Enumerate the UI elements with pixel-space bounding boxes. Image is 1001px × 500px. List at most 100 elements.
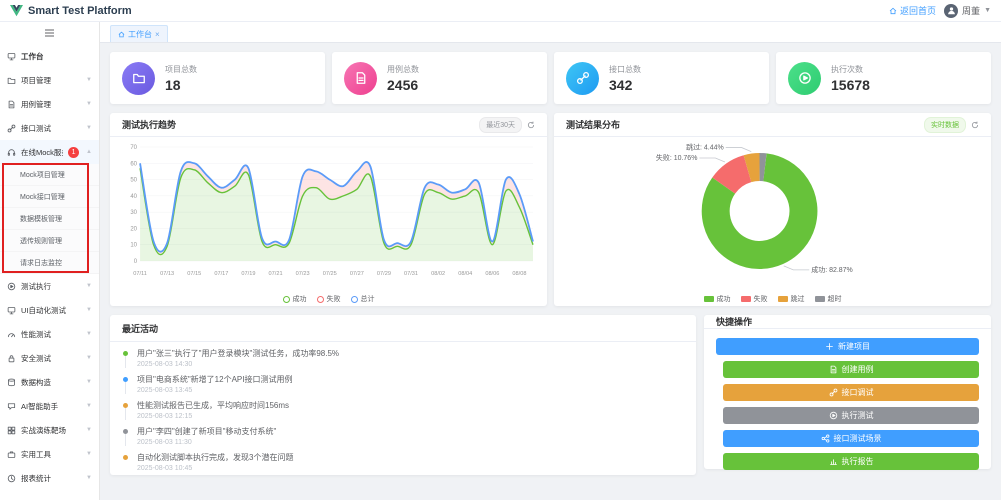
quick-action-label: 接口调试	[841, 388, 874, 397]
chevron-down-icon: ▼	[86, 101, 92, 107]
play-icon	[798, 71, 812, 85]
sidebar-item-4[interactable]: 在线Mock服务 1 ▲	[0, 140, 99, 164]
svg-text:40: 40	[130, 194, 137, 200]
sidebar-item-12[interactable]: 实用工具 ▼	[0, 442, 99, 466]
legend-item[interactable]: 失败	[316, 294, 341, 304]
legend-item[interactable]: 跳过	[777, 294, 805, 304]
stat-card-0: 项目总数 18	[110, 52, 325, 104]
app-logo: Smart Test Platform	[10, 4, 132, 17]
legend-swatch-icon	[777, 296, 788, 302]
sidebar-item-8[interactable]: 安全测试 ▼	[0, 346, 99, 370]
sidebar-item-5[interactable]: 测试执行 ▼	[0, 274, 99, 298]
activity-timeline	[122, 401, 129, 420]
sidebar-subitem-0[interactable]: Mock项目管理	[0, 164, 99, 186]
legend-item[interactable]: 失败	[740, 294, 768, 304]
user-menu[interactable]: 周董 ▼	[944, 3, 991, 18]
legend-item[interactable]: 成功	[703, 294, 731, 304]
toolbox-icon	[7, 450, 16, 459]
activity-time: 2025-08-03 13:45	[137, 387, 193, 394]
legend-label: 失败	[753, 296, 768, 303]
sidebar-item-11[interactable]: 实战演练靶场 ▼	[0, 418, 99, 442]
tab-close-icon[interactable]: ×	[155, 29, 160, 39]
chevron-down-icon: ▼	[86, 331, 92, 337]
quick-action-2[interactable]: 接口调试	[723, 384, 979, 401]
headset-icon	[7, 148, 16, 157]
realtime-tag[interactable]: 实时数据	[924, 116, 966, 133]
quick-action-3[interactable]: 执行测试	[723, 407, 979, 424]
gauge-icon	[7, 330, 16, 339]
trend-chart: 0 10 20 30 40 50 60 70 07/11 07/13 07/15 07/17 07/19…	[110, 137, 547, 306]
activity-item-3: 用户"李四"创建了新项目"移动支付系统" 2025-08-03 11:30	[122, 427, 684, 453]
vue-logo-icon	[10, 4, 23, 17]
svg-text:失败: 10.76%: 失败: 10.76%	[656, 153, 697, 162]
sidebar-item-label: 实战演练靶场	[21, 425, 66, 435]
sidebar-item-13[interactable]: 报表统计 ▼	[0, 466, 99, 490]
sidebar-subitem-4[interactable]: 请求日志监控	[0, 252, 99, 274]
legend-item[interactable]: 总计	[350, 294, 375, 304]
legend-item[interactable]: 超时	[814, 294, 842, 304]
stat-icon-circle	[344, 61, 377, 95]
sidebar-subitem-2[interactable]: 数据模板管理	[0, 208, 99, 230]
refresh-icon[interactable]	[527, 116, 535, 134]
legend-marker-icon	[316, 295, 324, 303]
quick-action-0[interactable]: 新建项目	[716, 338, 979, 355]
activity-text: 项目"电商系统"新增了12个API接口测试用例	[137, 375, 293, 384]
legend-label: 超时	[827, 296, 842, 303]
back-home-link[interactable]: 返回首页	[889, 4, 936, 17]
legend-item[interactable]: 成功	[282, 294, 307, 304]
distribution-chart-title: 测试结果分布	[566, 120, 621, 130]
quick-action-5[interactable]: 执行报告	[723, 453, 979, 470]
sidebar-item-label: 安全测试	[21, 353, 51, 363]
svg-text:07/13: 07/13	[160, 271, 174, 277]
sidebar-subitem-1[interactable]: Mock接口管理	[0, 186, 99, 208]
sidebar-subitem-3[interactable]: 透传规则管理	[0, 230, 99, 252]
legend-label: 跳过	[790, 296, 805, 303]
app-header: Smart Test Platform 返回首页 周董 ▼	[0, 0, 1001, 22]
link-icon	[829, 388, 838, 397]
sidebar-collapse-button[interactable]	[0, 22, 99, 44]
quick-actions-title: 快捷操作	[716, 317, 753, 327]
legend-marker-icon	[350, 295, 358, 303]
quick-action-4[interactable]: 接口测试场景	[723, 430, 979, 447]
refresh-icon[interactable]	[971, 116, 979, 134]
stat-label: 执行次数	[831, 64, 863, 74]
sidebar-item-7[interactable]: 性能测试 ▼	[0, 322, 99, 346]
activity-item-1: 项目"电商系统"新增了12个API接口测试用例 2025-08-03 13:45	[122, 375, 684, 401]
svg-text:08/08: 08/08	[512, 271, 526, 277]
sidebar-item-6[interactable]: UI自动化测试 ▼	[0, 298, 99, 322]
sidebar-item-2[interactable]: 用例管理 ▼	[0, 92, 99, 116]
stat-label: 用例总数	[387, 64, 419, 74]
legend-label: 成功	[292, 296, 307, 303]
sidebar-item-label: 项目管理	[21, 75, 51, 85]
sidebar-item-10[interactable]: AI智能助手 ▼	[0, 394, 99, 418]
stat-value: 2456	[387, 76, 419, 93]
stat-label: 接口总数	[609, 64, 641, 74]
sidebar-item-3[interactable]: 接口测试 ▼	[0, 116, 99, 140]
play-icon	[829, 411, 838, 420]
stat-card-2: 接口总数 342	[554, 52, 769, 104]
sidebar-item-0[interactable]: 工作台	[0, 44, 99, 68]
sidebar-item-label: 性能测试	[21, 329, 51, 339]
distribution-chart: 跳过: 4.44% 失败: 10.76% 成功: 82.87% 成功 失败 跳过 超时	[554, 137, 991, 306]
report-icon	[829, 457, 838, 466]
range-selector[interactable]: 最近30天	[479, 116, 522, 133]
chat-icon	[7, 402, 16, 411]
chevron-down-icon: ▼	[86, 283, 92, 289]
sidebar-item-1[interactable]: 项目管理 ▼	[0, 68, 99, 92]
svg-text:07/17: 07/17	[214, 271, 228, 277]
recent-activity-title: 最近活动	[122, 323, 159, 334]
sidebar-item-9[interactable]: 数据构造 ▼	[0, 370, 99, 394]
quick-action-1[interactable]: 创建用例	[723, 361, 979, 378]
chevron-down-icon: ▼	[86, 475, 92, 481]
recent-activity-card: 最近活动 用户"张三"执行了"用户登录模块"测试任务，成功率98.5% 2025-…	[110, 315, 696, 475]
share-icon	[821, 434, 830, 443]
chevron-up-icon: ▲	[86, 149, 92, 155]
svg-text:07/21: 07/21	[269, 271, 283, 277]
svg-text:07/25: 07/25	[323, 271, 337, 277]
activity-timeline	[122, 375, 129, 394]
file-icon	[7, 100, 16, 109]
tab-workbench[interactable]: 工作台 ×	[110, 25, 168, 42]
activity-dot-icon	[123, 403, 128, 408]
quick-action-label: 接口测试场景	[833, 434, 882, 443]
